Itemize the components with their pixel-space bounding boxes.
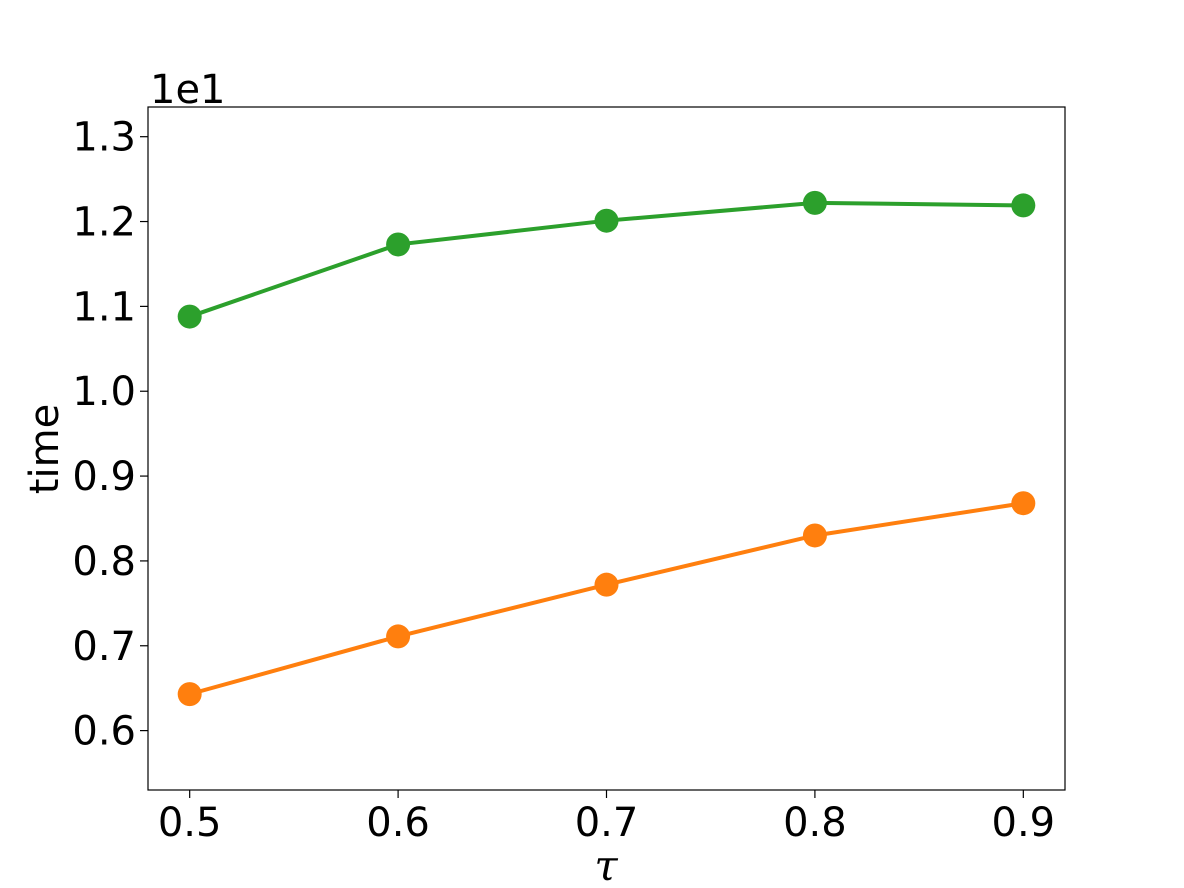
y-axis: 0.6 0.7 0.8 0.9 1.0 1.1 1.2 1.3 [72, 115, 148, 755]
y-tick-label: 0.9 [72, 454, 136, 500]
y-axis-label: time [22, 404, 68, 494]
series-2-point [386, 624, 411, 649]
series-1-point [177, 304, 202, 329]
series-1-point [594, 208, 619, 233]
x-axis-label: τ [594, 841, 618, 888]
x-tick-label: 0.6 [366, 800, 430, 846]
series-1-point [1011, 193, 1036, 218]
y-tick-label: 1.2 [72, 200, 136, 246]
y-offset-label: 1e1 [150, 67, 226, 113]
x-tick-label: 0.5 [158, 800, 222, 846]
series-2-point [594, 572, 619, 597]
series-2-point [802, 523, 827, 548]
y-tick-label: 1.0 [72, 369, 136, 415]
y-tick-label: 0.7 [72, 624, 136, 670]
y-tick-label: 0.8 [72, 539, 136, 585]
series-1-point [386, 232, 411, 257]
y-tick-label: 1.1 [72, 284, 136, 330]
y-tick-label: 1.3 [72, 115, 136, 161]
series-2-point [177, 682, 202, 707]
series-1-point [802, 190, 827, 215]
y-tick-label: 0.6 [72, 709, 136, 755]
series-layer [177, 190, 1036, 707]
series-2-point [1011, 491, 1036, 516]
x-tick-label: 0.8 [783, 800, 847, 846]
x-axis: 0.5 0.6 0.7 0.8 0.9 [158, 790, 1055, 846]
x-tick-label: 0.7 [575, 800, 639, 846]
x-tick-label: 0.9 [992, 800, 1056, 846]
